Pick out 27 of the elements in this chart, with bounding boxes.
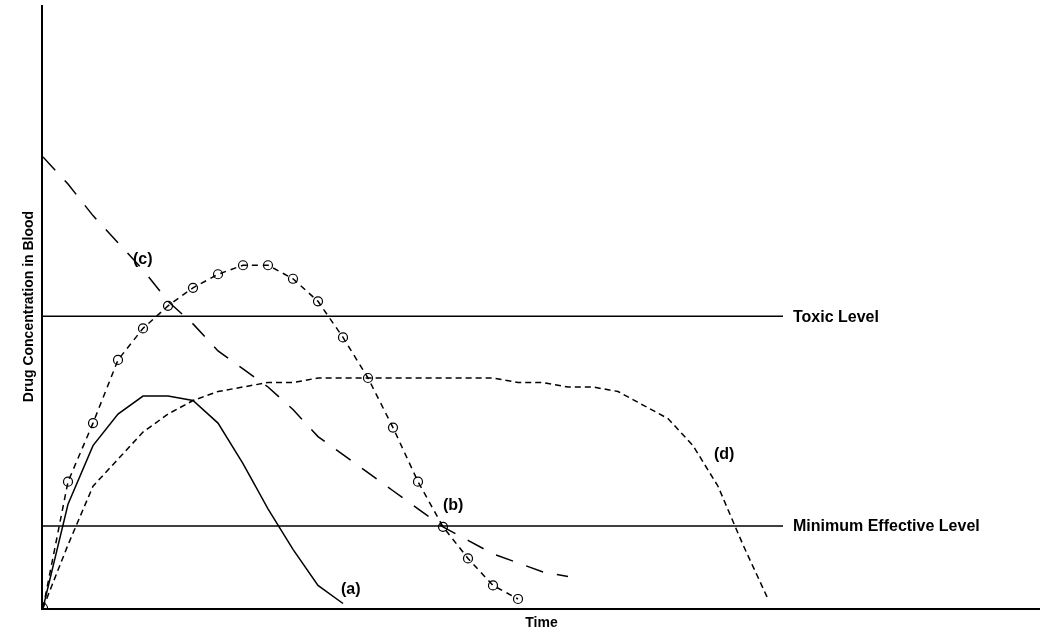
series-label: (d) bbox=[714, 445, 735, 462]
point bbox=[362, 372, 374, 384]
point bbox=[87, 417, 99, 429]
point bbox=[112, 354, 124, 366]
series-label: (c) bbox=[133, 250, 153, 267]
ref-line-label: Toxic Level bbox=[793, 308, 879, 325]
y-axis-title: Drug Concentration in Blood bbox=[20, 210, 37, 403]
x-axis-title: Time bbox=[525, 614, 558, 631]
point bbox=[62, 476, 74, 487]
point bbox=[287, 273, 299, 284]
point bbox=[487, 580, 499, 591]
series-label: (a) bbox=[341, 580, 361, 597]
point bbox=[387, 422, 399, 433]
point bbox=[462, 553, 474, 564]
point bbox=[312, 296, 324, 307]
series-label: (b) bbox=[443, 496, 464, 513]
point bbox=[212, 269, 224, 280]
point bbox=[337, 332, 349, 343]
point bbox=[437, 521, 449, 532]
point bbox=[412, 476, 424, 487]
point bbox=[137, 323, 149, 334]
point bbox=[512, 593, 524, 605]
point bbox=[262, 260, 274, 271]
point bbox=[187, 282, 199, 293]
ref-line-label: Minimum Effective Level bbox=[793, 517, 980, 534]
point bbox=[237, 260, 249, 271]
point bbox=[162, 300, 174, 311]
